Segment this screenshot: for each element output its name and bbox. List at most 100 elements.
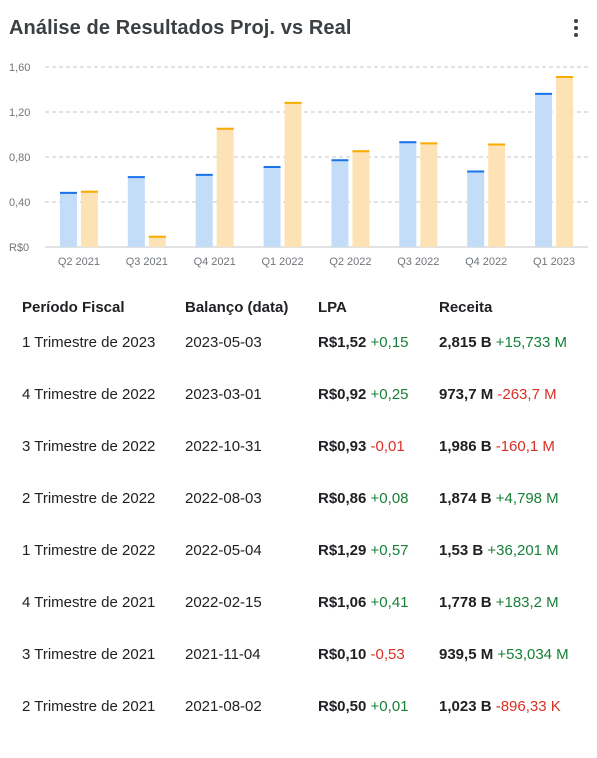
actual-bar [148,235,166,247]
table-row: 3 Trimestre de 2021 2021-11-04 R$0,10 -0,5… [12,641,587,693]
revenue-cell: 1,778 B +183,2 M [429,589,587,641]
revenue-value: 1,778 B [439,594,492,611]
revenue-diff: +15,733 M [495,334,568,351]
eps-diff: +0,01 [370,698,409,715]
projected-bar [399,141,417,247]
projected-bar [127,176,145,247]
revenue-diff: +36,201 M [487,542,559,559]
eps-value: R$0,50 [318,698,367,715]
revenue-diff: -896,33 K [495,698,561,715]
date-cell: 2023-03-01 [185,386,262,403]
period-cell: 3 Trimestre de 2022 [22,438,156,455]
projected-bar [467,170,485,247]
eps-value: R$0,86 [318,490,367,507]
revenue-diff: +53,034 M [497,646,569,663]
actual-bar-cap [352,150,370,153]
y-tick-label: 1,60 [9,62,30,74]
revenue-diff: +4,798 M [495,490,559,507]
period-cell: 4 Trimestre de 2022 [22,386,156,403]
eps-cell: R$0,86 +0,08 [308,485,429,537]
column-header-revenue: Receita [439,299,493,316]
actual-bar-cap [420,142,438,145]
column-header-period: Período Fiscal [22,299,125,316]
revenue-cell: 973,7 M -263,7 M [429,381,587,433]
revenue-diff: -160,1 M [495,438,555,455]
y-tick-label: 0,80 [9,152,30,164]
actual-bar [488,143,506,247]
projected-bar-cap [195,173,213,176]
revenue-cell: 2,815 B +15,733 M [429,329,587,381]
date-cell: 2022-05-04 [185,542,262,559]
eps-cell: R$0,10 -0,53 [308,641,429,693]
table-row: 2 Trimestre de 2022 2022-08-03 R$0,86 +0,0… [12,485,587,537]
projected-bar [535,92,553,247]
eps-value: R$0,10 [318,646,367,663]
revenue-value: 1,874 B [439,490,492,507]
eps-cell: R$0,92 +0,25 [308,381,429,433]
revenue-value: 1,023 B [439,698,492,715]
x-tick-label: Q4 2021 [194,256,236,268]
projected-bar-cap [399,141,417,144]
actual-bar-cap [216,127,234,130]
eps-value: R$1,52 [318,334,367,351]
eps-diff: +0,41 [370,594,409,611]
table-row: 2 Trimestre de 2021 2021-08-02 R$0,50 +0,0… [12,693,587,745]
revenue-cell: 1,023 B -896,33 K [429,693,587,745]
revenue-cell: 1,986 B -160,1 M [429,433,587,485]
date-cell: 2021-11-04 [185,646,261,663]
eps-diff: +0,15 [370,334,409,351]
revenue-value: 1,986 B [439,438,492,455]
projected-bar [331,159,349,247]
x-tick-label: Q2 2021 [58,256,100,268]
eps-cell: R$1,52 +0,15 [308,329,429,381]
table-row: 3 Trimestre de 2022 2022-10-31 R$0,93 -0,0… [12,433,587,485]
revenue-value: 939,5 M [439,646,494,663]
period-cell: 1 Trimestre de 2022 [22,542,156,559]
revenue-value: 1,53 B [439,542,484,559]
x-tick-label: Q3 2022 [397,256,439,268]
table-row: 4 Trimestre de 2021 2022-02-15 R$1,06 +0,4… [12,589,587,641]
actual-bar [420,142,438,247]
revenue-cell: 939,5 M +53,034 M [429,641,587,693]
earnings-table: Período Fiscal Balanço (data) LPA Receit… [12,296,587,745]
eps-cell: R$1,06 +0,41 [308,589,429,641]
revenue-diff: -263,7 M [497,386,557,403]
actual-bar-cap [284,101,302,104]
period-cell: 2 Trimestre de 2022 [22,490,156,507]
period-cell: 3 Trimestre de 2021 [22,646,156,663]
x-tick-label: Q2 2022 [329,256,371,268]
eps-value: R$0,93 [318,438,367,455]
revenue-value: 973,7 M [439,386,494,403]
eps-cell: R$0,93 -0,01 [308,433,429,485]
actual-bar-cap [80,190,98,193]
revenue-diff: +183,2 M [495,594,559,611]
projected-bar-cap [127,176,145,179]
x-tick-label: Q1 2023 [533,256,575,268]
eps-diff: +0,08 [370,490,409,507]
date-cell: 2022-02-15 [185,594,262,611]
table-header-row: Período Fiscal Balanço (data) LPA Receit… [12,296,587,329]
projected-bar-cap [535,92,553,95]
revenue-cell: 1,53 B +36,201 M [429,537,587,589]
eps-diff: -0,01 [370,438,405,455]
period-cell: 4 Trimestre de 2021 [22,594,156,611]
page-title: Análise de Resultados Proj. vs Real [9,17,352,39]
earnings-chart: R$0 0,40 0,80 1,20 1,60 Q2 2021 Q3 2021 Q4 2021… [9,62,588,268]
revenue-value: 2,815 B [439,334,492,351]
period-cell: 1 Trimestre de 2023 [22,334,156,351]
projected-bar-cap [467,170,485,173]
x-tick-label: Q3 2021 [126,256,168,268]
projected-bar-cap [59,191,77,194]
projected-bar-cap [263,166,281,168]
column-header-date: Balanço (data) [185,299,289,316]
period-cell: 2 Trimestre de 2021 [22,698,156,715]
projected-bar [195,173,213,247]
projected-bar [59,191,77,247]
actual-bar-cap [488,143,506,146]
more-options-icon[interactable] [567,17,585,39]
revenue-cell: 1,874 B +4,798 M [429,485,587,537]
table-row: 4 Trimestre de 2022 2023-03-01 R$0,92 +0,2… [12,381,587,433]
date-cell: 2021-08-02 [185,698,262,715]
x-tick-label: Q1 2022 [261,256,303,268]
actual-bar-cap [556,76,574,78]
